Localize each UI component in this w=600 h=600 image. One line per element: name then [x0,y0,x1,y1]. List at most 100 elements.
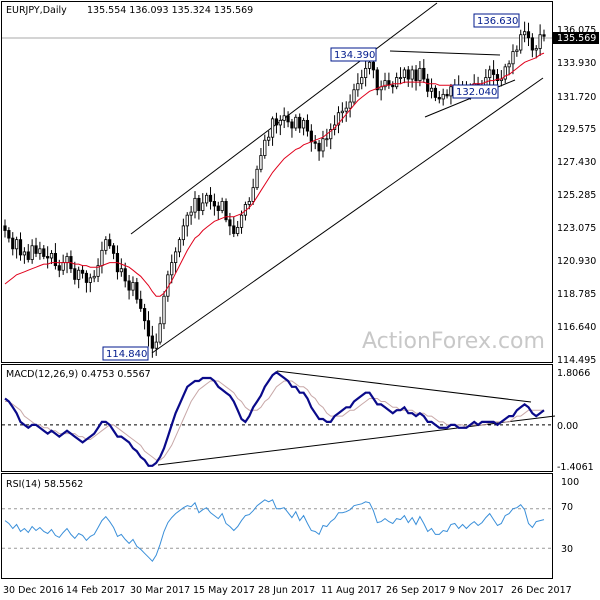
candle-body [325,138,329,141]
candle-body [317,142,321,152]
price-candle [274,112,279,134]
ohlc-label: 135.554 136.093 135.324 135.569 [87,5,253,16]
price-candle [298,113,302,133]
macd-panel-frame [1,364,553,472]
annotation-resistance: 134.390 [334,50,375,61]
price-tick-label: 116.640 [557,322,596,333]
price-candle [503,63,507,84]
price-candle [360,69,364,90]
candle-body [503,66,507,80]
annotation-box [330,47,377,62]
candle-body [239,214,244,228]
price-candle [290,118,294,138]
candle-body [208,194,213,202]
price-candle [534,45,538,59]
candle-body [375,69,379,91]
price-candle [259,147,263,173]
candle-body [236,227,240,234]
price-candle [111,243,116,260]
price-candle [398,67,403,85]
price-candle [267,130,271,147]
candle-body [437,97,441,100]
price-candle [255,165,259,190]
price-candle [449,83,453,105]
candle-body [61,262,65,271]
price-candle [189,205,193,225]
price-candle [329,123,333,150]
macd-tick-label: -1.4061 [557,462,594,473]
price-candle [135,277,139,304]
price-candle [15,236,19,259]
candle-body [220,201,224,211]
candle-body [344,107,348,112]
candle-body [352,89,356,103]
price-candle [344,101,348,122]
price-candle [108,233,112,249]
price-candle [96,258,100,283]
price-candle [53,243,58,270]
price-candle [181,218,185,246]
candle-body [356,83,360,91]
price-tick-label: 131.720 [557,92,596,103]
candle-body [88,277,92,283]
macd-lower-trend-line [157,415,556,466]
price-candle [3,219,7,238]
price-candle [26,244,30,263]
candle-body [154,341,158,349]
candle-body [174,251,178,263]
candle-body [278,119,282,126]
last-price-label: 135.569 [557,33,596,44]
price-candle [278,115,282,136]
candle-body [111,245,116,254]
candle-body [80,269,85,274]
candle-body [77,269,81,280]
candle-body [364,67,368,78]
price-candle [313,135,317,150]
price-candle [429,78,434,99]
candle-body [282,115,286,121]
candle-body [534,48,538,51]
candle-body [290,121,294,129]
price-candle [402,67,407,84]
price-candle [193,191,197,219]
price-tick-label: 123.075 [557,223,596,234]
candle-body [383,80,387,88]
candle-body [410,69,414,80]
candle-body [402,69,407,78]
candle-body [542,34,546,37]
price-candle [7,227,11,243]
candle-body [526,31,531,39]
price-candle [348,94,352,118]
price-tick-label: 133.930 [557,58,596,69]
candle-body [523,31,527,36]
price-candle [88,273,92,293]
candle-body [224,201,228,221]
price-candle [519,29,523,54]
price-candle [158,316,162,345]
price-candle [383,72,387,91]
price-candle [406,66,410,87]
price-candle [212,193,216,216]
price-candle [18,232,23,261]
price-candle [170,254,174,284]
candle-body [294,116,298,129]
candle-body [26,251,30,260]
candle-body [414,69,418,82]
candle-body [251,187,255,202]
candle-body [313,141,317,144]
candle-body [38,248,42,254]
price-candle [197,195,201,220]
price-candle [42,245,46,260]
x-axis: 30 Dec 2016 14 Feb 2017 30 Mar 2017 15 M… [3,585,572,596]
price-candle [92,270,96,283]
price-candle [236,220,240,237]
candle-body [491,69,496,75]
x-tick-label: 30 Dec 2016 [3,585,64,596]
candle-body [185,214,189,227]
price-candle [263,134,267,159]
price-tick-label: 120.930 [557,256,596,267]
candle-body [538,34,542,49]
candle-body [391,84,395,88]
price-candle [395,72,399,90]
